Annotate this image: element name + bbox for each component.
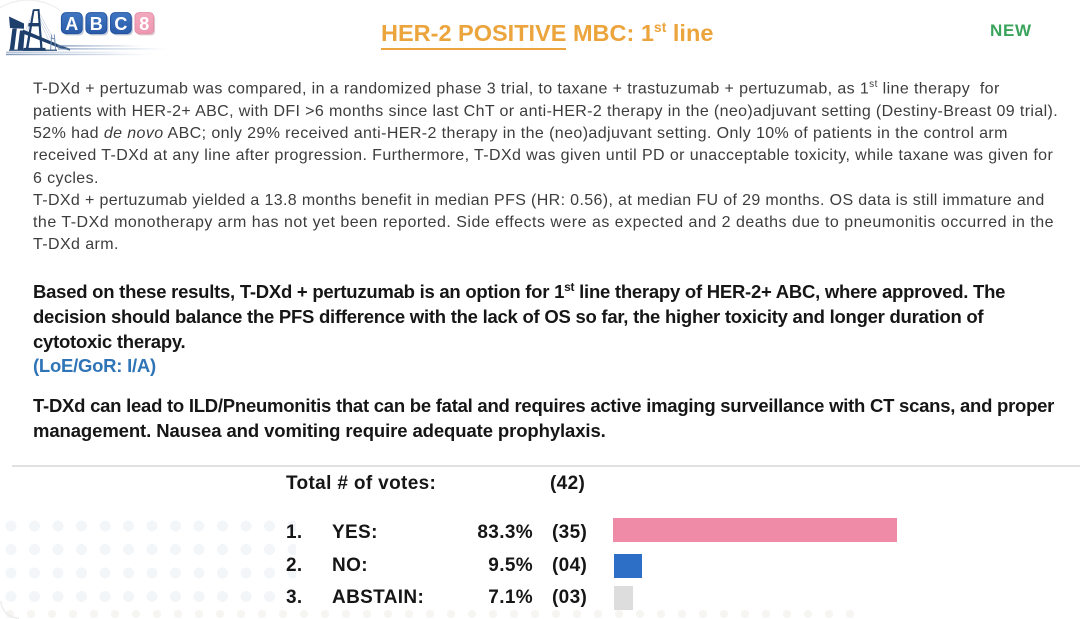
svg-text:B: B <box>90 14 103 34</box>
svg-text:8: 8 <box>139 14 149 34</box>
svg-text:A: A <box>65 14 78 34</box>
svg-text:C: C <box>114 14 127 34</box>
